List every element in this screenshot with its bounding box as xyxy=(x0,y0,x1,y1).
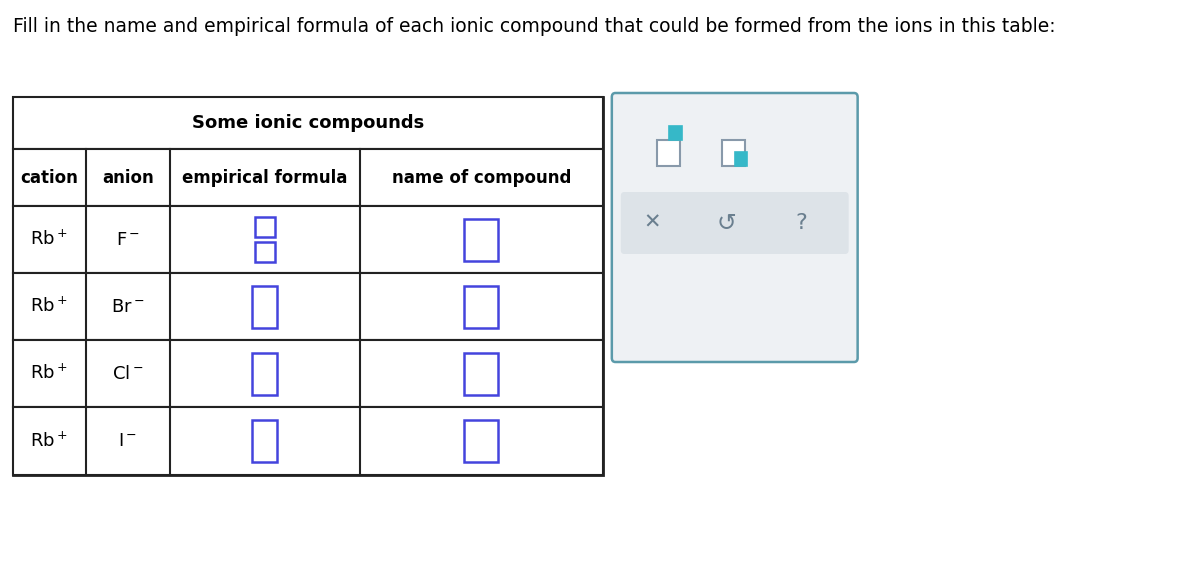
Bar xyxy=(12,206,602,273)
Text: Cl$^-$: Cl$^-$ xyxy=(112,365,144,383)
Bar xyxy=(252,286,277,328)
Text: Fill in the name and empirical formula of each ionic compound that could be form: Fill in the name and empirical formula o… xyxy=(12,16,1055,35)
FancyBboxPatch shape xyxy=(620,192,848,254)
Text: Rb$^+$: Rb$^+$ xyxy=(30,297,68,316)
Bar xyxy=(252,352,277,394)
Text: ↺: ↺ xyxy=(716,211,737,235)
Bar xyxy=(464,286,498,328)
Bar xyxy=(722,140,745,166)
Bar xyxy=(252,420,277,462)
Text: Br$^-$: Br$^-$ xyxy=(112,297,145,315)
Bar xyxy=(12,273,602,340)
Text: empirical formula: empirical formula xyxy=(182,168,347,186)
Text: I$^-$: I$^-$ xyxy=(119,432,138,450)
Text: ✕: ✕ xyxy=(643,213,661,233)
Bar xyxy=(464,420,498,462)
Text: Some ionic compounds: Some ionic compounds xyxy=(192,114,424,132)
Bar xyxy=(12,97,602,149)
Text: ?: ? xyxy=(796,213,806,233)
Bar xyxy=(12,97,602,475)
Bar xyxy=(464,352,498,394)
Text: F$^-$: F$^-$ xyxy=(115,231,140,249)
Bar xyxy=(12,149,602,206)
Text: name of compound: name of compound xyxy=(391,168,571,186)
Text: Rb$^+$: Rb$^+$ xyxy=(30,230,68,249)
Text: anion: anion xyxy=(102,168,154,186)
Bar xyxy=(656,140,680,166)
Bar xyxy=(670,126,682,140)
Text: Rb$^+$: Rb$^+$ xyxy=(30,431,68,450)
Bar xyxy=(254,242,275,262)
Bar xyxy=(734,152,748,166)
Bar xyxy=(12,407,602,475)
FancyBboxPatch shape xyxy=(612,93,858,362)
Text: cation: cation xyxy=(20,168,78,186)
Text: Rb$^+$: Rb$^+$ xyxy=(30,364,68,383)
Bar xyxy=(254,217,275,237)
Bar xyxy=(12,340,602,407)
Bar xyxy=(464,218,498,260)
